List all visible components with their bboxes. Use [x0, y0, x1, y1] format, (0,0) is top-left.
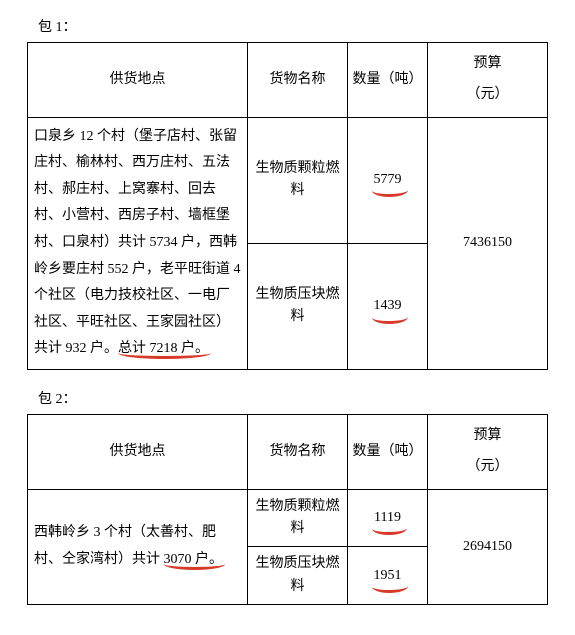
p1-location-cell: 口泉乡 12 个村（堡子店村、张留庄村、榆林村、西万庄村、五法村、郝庄村、上窝寨… — [28, 117, 248, 369]
p2-row1-qty-cell: 1119 — [348, 489, 428, 547]
p1-row1-goods: 生物质颗粒燃料 — [248, 117, 348, 243]
header-qty: 数量（吨） — [348, 43, 428, 118]
package1-label: 包 1： — [38, 16, 563, 36]
p1-row1-qty: 5779 — [374, 169, 402, 191]
p1-budget: 7436150 — [428, 117, 548, 369]
header-location: 供货地点 — [28, 43, 248, 118]
p2-row2-goods: 生物质压块燃料 — [248, 547, 348, 605]
header-budget-line1: 预算 — [474, 56, 502, 71]
p2-location-cell: 西韩岭乡 3 个村（太善村、肥村、仝家湾村）共计 3070 户。 — [28, 489, 248, 605]
p2-row2-qty: 1951 — [374, 565, 402, 587]
p1-row2-goods: 生物质压块燃料 — [248, 243, 348, 369]
package2-label: 包 2： — [38, 388, 563, 408]
p1-row1-qty-cell: 5779 — [348, 117, 428, 243]
header-budget-line2: （元） — [467, 87, 509, 102]
header-budget: 预算 （元） — [428, 414, 548, 489]
table-header-row: 供货地点 货物名称 数量（吨） 预算 （元） — [28, 43, 548, 118]
p1-row2-qty-cell: 1439 — [348, 243, 428, 369]
header-budget-line2: （元） — [467, 459, 509, 474]
p2-row2-qty-cell: 1951 — [348, 547, 428, 605]
table-row: 口泉乡 12 个村（堡子店村、张留庄村、榆林村、西万庄村、五法村、郝庄村、上窝寨… — [28, 117, 548, 243]
p1-location-text: 口泉乡 12 个村（堡子店村、张留庄村、榆林村、西万庄村、五法村、郝庄村、上窝寨… — [34, 129, 241, 357]
header-goods: 货物名称 — [248, 43, 348, 118]
p1-row2-qty: 1439 — [374, 295, 402, 317]
header-budget: 预算 （元） — [428, 43, 548, 118]
p2-row1-qty: 1119 — [374, 507, 401, 529]
table-header-row: 供货地点 货物名称 数量（吨） 预算 （元） — [28, 414, 548, 489]
p1-location-marked: 总计 7218 户。 — [118, 341, 209, 356]
table-row: 西韩岭乡 3 个村（太善村、肥村、仝家湾村）共计 3070 户。 生物质颗粒燃料… — [28, 489, 548, 547]
package1-table: 供货地点 货物名称 数量（吨） 预算 （元） 口泉乡 12 个村（堡子店村、张留… — [27, 42, 548, 370]
p2-budget: 2694150 — [428, 489, 548, 605]
p2-location-marked: 3070 户。 — [164, 552, 224, 567]
header-location: 供货地点 — [28, 414, 248, 489]
p2-row1-goods: 生物质颗粒燃料 — [248, 489, 348, 547]
header-qty: 数量（吨） — [348, 414, 428, 489]
header-goods: 货物名称 — [248, 414, 348, 489]
package2-table: 供货地点 货物名称 数量（吨） 预算 （元） 西韩岭乡 3 个村（太善村、肥村、… — [27, 414, 548, 605]
header-budget-line1: 预算 — [474, 428, 502, 443]
